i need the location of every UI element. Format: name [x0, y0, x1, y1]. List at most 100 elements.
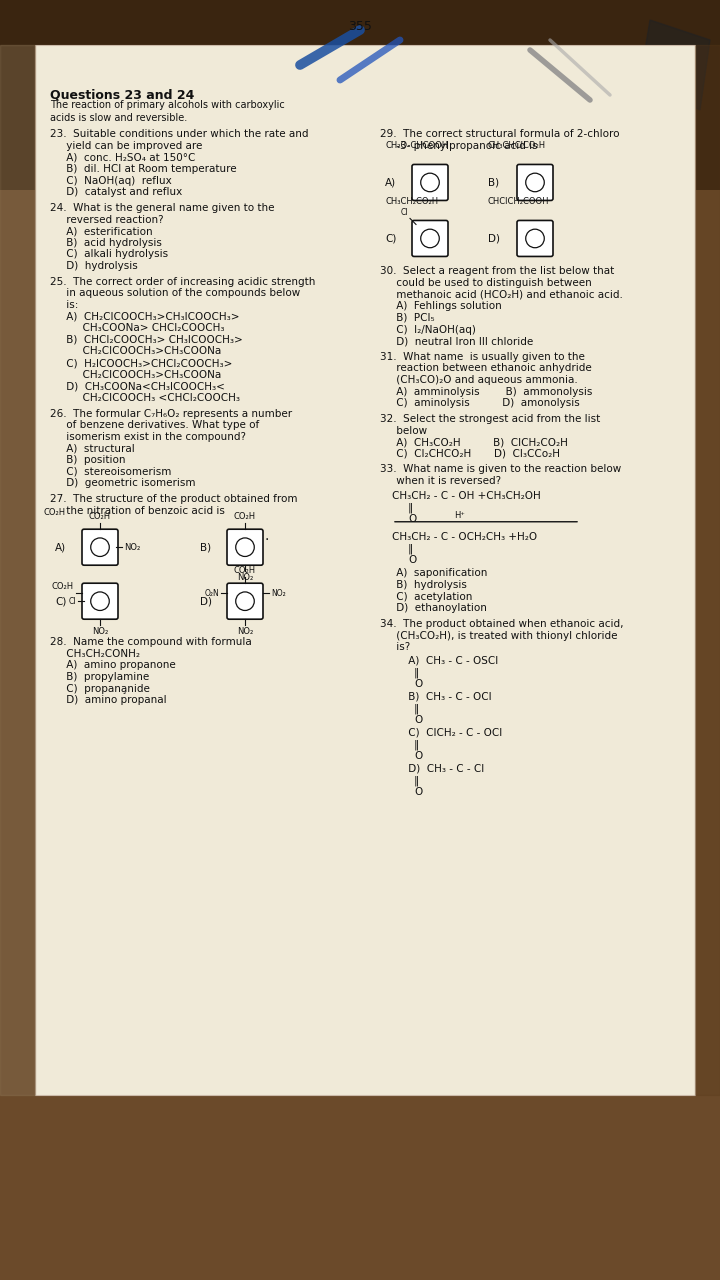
Text: is?: is? — [380, 643, 410, 653]
Text: ‖: ‖ — [414, 740, 419, 750]
FancyBboxPatch shape — [227, 529, 263, 566]
Text: A)  structural: A) structural — [50, 443, 135, 453]
Text: the nitration of benzoic acid is: the nitration of benzoic acid is — [50, 506, 225, 516]
Polygon shape — [640, 20, 710, 110]
Text: D)  ethanoylation: D) ethanoylation — [380, 603, 487, 613]
Text: A)  CH₂ClCOOCH₃>CH₃ICOOCH₃>: A) CH₂ClCOOCH₃>CH₃ICOOCH₃> — [50, 311, 240, 321]
Text: The reaction of primary alcohols with carboxylic: The reaction of primary alcohols with ca… — [50, 100, 284, 110]
Text: yield can be improved are: yield can be improved are — [50, 141, 202, 151]
Text: A): A) — [385, 178, 396, 187]
Text: B)  position: B) position — [50, 456, 125, 465]
Text: is:: is: — [50, 300, 78, 310]
Text: H⁺: H⁺ — [454, 511, 465, 520]
Text: C)  stereoisomerism: C) stereoisomerism — [50, 467, 171, 476]
Text: of benzene derivatives. What type of: of benzene derivatives. What type of — [50, 420, 259, 430]
Text: when it is reversed?: when it is reversed? — [380, 476, 501, 486]
Text: B)  dil. HCl at Room temperature: B) dil. HCl at Room temperature — [50, 164, 237, 174]
Polygon shape — [695, 45, 720, 1094]
Text: CH₂ClCOOCH₃>CH₃COONa: CH₂ClCOOCH₃>CH₃COONa — [50, 347, 221, 356]
Text: D)  CH₃COONa<CH₃ICOOCH₃<: D) CH₃COONa<CH₃ICOOCH₃< — [50, 381, 225, 392]
Text: CH₃CH₂CONH₂: CH₃CH₂CONH₂ — [50, 649, 140, 659]
Text: C)  ClCH₂ - C - OCl: C) ClCH₂ - C - OCl — [392, 727, 503, 737]
Bar — [0, 0, 720, 189]
Text: reversed reaction?: reversed reaction? — [50, 215, 163, 224]
FancyBboxPatch shape — [82, 529, 118, 566]
Text: B)  acid hydrolysis: B) acid hydrolysis — [50, 238, 162, 248]
Text: A)  amminolysis        B)  ammonolysis: A) amminolysis B) ammonolysis — [380, 387, 593, 397]
Text: CH₃CH₂ - C - OH +CH₃CH₂OH: CH₃CH₂ - C - OH +CH₃CH₂OH — [392, 490, 541, 500]
Text: ‖: ‖ — [414, 776, 419, 786]
Text: CH₂O-CHCOOH: CH₂O-CHCOOH — [385, 142, 448, 151]
Text: B)  CH₃ - C - OCl: B) CH₃ - C - OCl — [392, 691, 492, 701]
Text: 28.  Name the compound with formula: 28. Name the compound with formula — [50, 637, 252, 648]
Text: ‖: ‖ — [408, 502, 413, 513]
Text: C)  I₂/NaOH(aq): C) I₂/NaOH(aq) — [380, 325, 476, 334]
Text: A)  conc. H₂SO₄ at 150°C: A) conc. H₂SO₄ at 150°C — [50, 152, 195, 163]
Text: C)  propana̧nide: C) propana̧nide — [50, 684, 150, 694]
Text: C)  Cl₂CHCO₂H       D)  Cl₃CCo₂H: C) Cl₂CHCO₂H D) Cl₃CCo₂H — [380, 449, 560, 458]
Text: CH₃COONa> CHCl₂COOCH₃: CH₃COONa> CHCl₂COOCH₃ — [50, 324, 225, 333]
Text: B)  CHCl₂COOCH₃> CH₃ICOOCH₃>: B) CHCl₂COOCH₃> CH₃ICOOCH₃> — [50, 335, 243, 344]
Text: CH₂ClCOOCH₃>CH₃COONa: CH₂ClCOOCH₃>CH₃COONa — [50, 370, 221, 380]
Text: CO₂H: CO₂H — [89, 512, 111, 521]
Text: (CH₃CO)₂O and aqueous ammonia.: (CH₃CO)₂O and aqueous ammonia. — [380, 375, 577, 385]
Text: Cl: Cl — [68, 596, 76, 605]
Text: 34.  The product obtained when ethanoic acid,: 34. The product obtained when ethanoic a… — [380, 620, 624, 628]
Text: D)  amino propanal: D) amino propanal — [50, 695, 166, 705]
Text: 24.  What is the general name given to the: 24. What is the general name given to th… — [50, 204, 274, 212]
Text: 26.  The formular C₇H₆O₂ represents a number: 26. The formular C₇H₆O₂ represents a num… — [50, 408, 292, 419]
Text: 30.  Select a reagent from the list below that: 30. Select a reagent from the list below… — [380, 266, 614, 276]
Text: CH₃CHClCO₂H: CH₃CHClCO₂H — [488, 142, 546, 151]
Text: B)  propylamine: B) propylamine — [50, 672, 149, 682]
Text: 25.  The correct order of increasing acidic strength: 25. The correct order of increasing acid… — [50, 276, 315, 287]
Text: A)  esterification: A) esterification — [50, 227, 153, 237]
Text: O: O — [414, 751, 422, 760]
Text: C)  acetylation: C) acetylation — [380, 591, 472, 602]
Text: B): B) — [200, 543, 211, 552]
Text: D)  CH₃ - C - Cl: D) CH₃ - C - Cl — [392, 763, 485, 773]
FancyBboxPatch shape — [412, 164, 448, 201]
Text: O₂N: O₂N — [204, 589, 219, 598]
FancyBboxPatch shape — [412, 220, 448, 256]
Text: CHClCH₂COOH: CHClCH₂COOH — [488, 197, 549, 206]
Text: A)  Fehlings solution: A) Fehlings solution — [380, 301, 502, 311]
Text: NO₂: NO₂ — [92, 627, 108, 636]
Text: A)  CH₃CO₂H          B)  ClCH₂CO₂H: A) CH₃CO₂H B) ClCH₂CO₂H — [380, 438, 568, 447]
Text: reaction between ethanoic anhydride: reaction between ethanoic anhydride — [380, 364, 592, 374]
Text: A)  saponification: A) saponification — [380, 568, 487, 579]
Text: ‖: ‖ — [414, 667, 419, 678]
Text: 29.  The correct structural formula of 2-chloro: 29. The correct structural formula of 2-… — [380, 129, 619, 140]
Text: 31.  What name  is usually given to the: 31. What name is usually given to the — [380, 352, 585, 362]
Text: C)  H₂ICOOCH₃>CHCl₂COOCH₃>: C) H₂ICOOCH₃>CHCl₂COOCH₃> — [50, 358, 233, 369]
Text: C)  NaOH(aq)  reflux: C) NaOH(aq) reflux — [50, 175, 172, 186]
Text: C): C) — [55, 596, 66, 607]
Text: in aqueous solution of the compounds below: in aqueous solution of the compounds bel… — [50, 288, 300, 298]
Text: C)  aminolysis          D)  amonolysis: C) aminolysis D) amonolysis — [380, 398, 580, 408]
Text: CO₂H: CO₂H — [234, 512, 256, 521]
Text: O: O — [414, 716, 422, 724]
Polygon shape — [0, 45, 35, 1094]
Text: D)  hydrolysis: D) hydrolysis — [50, 261, 138, 271]
Text: O: O — [408, 554, 416, 564]
Text: CH₃CH₂ - C - OCH₂CH₃ +H₂O: CH₃CH₂ - C - OCH₂CH₃ +H₂O — [392, 531, 537, 541]
Text: 27.  The structure of the product obtained from: 27. The structure of the product obtaine… — [50, 494, 297, 504]
Text: D): D) — [488, 233, 500, 243]
Text: D)  catalyst and reflux: D) catalyst and reflux — [50, 187, 182, 197]
Text: 32.  Select the strongest acid from the list: 32. Select the strongest acid from the l… — [380, 413, 600, 424]
Text: A)  CH₃ - C - OSCl: A) CH₃ - C - OSCl — [392, 655, 498, 666]
Text: NO₂: NO₂ — [237, 573, 253, 582]
Text: O: O — [414, 680, 422, 689]
Text: O: O — [414, 787, 422, 796]
Text: CO₂H: CO₂H — [234, 566, 256, 575]
Text: CO₂H: CO₂H — [44, 508, 66, 517]
Text: D): D) — [200, 596, 212, 607]
Text: methanoic acid (HCO₂H) and ethanoic acid.: methanoic acid (HCO₂H) and ethanoic acid… — [380, 289, 623, 300]
Text: NO₂: NO₂ — [271, 589, 286, 598]
FancyBboxPatch shape — [517, 164, 553, 201]
Text: C)  alkali hydrolysis: C) alkali hydrolysis — [50, 250, 168, 260]
Text: below: below — [380, 425, 427, 435]
Text: B): B) — [488, 178, 499, 187]
Text: (CH₃CO₂H), is treated with thionyl chloride: (CH₃CO₂H), is treated with thionyl chlor… — [380, 631, 618, 640]
Text: could be used to distinguish between: could be used to distinguish between — [380, 278, 592, 288]
Text: B)  PCl₅: B) PCl₅ — [380, 312, 435, 323]
